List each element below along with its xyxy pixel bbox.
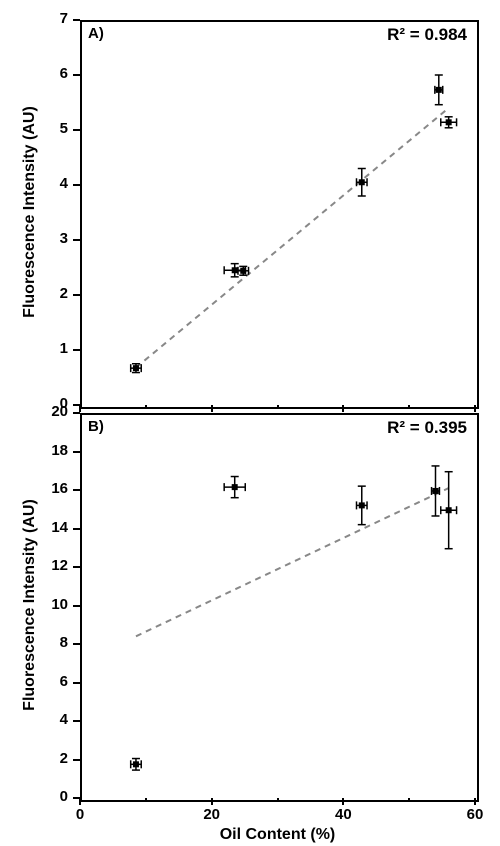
y-tick — [73, 129, 80, 131]
panel-b-plot — [80, 413, 479, 802]
figure: 01234567A)R² = 0.984Fluorescence Intensi… — [0, 0, 500, 846]
y-tick-label: 10 — [38, 596, 68, 613]
x-tick-label: 20 — [197, 806, 227, 823]
y-tick-label: 3 — [38, 230, 68, 247]
y-tick — [73, 528, 80, 530]
x-tick — [342, 405, 344, 412]
y-tick-label: 6 — [38, 673, 68, 690]
x-minor-tick — [408, 798, 410, 802]
x-tick-label: 0 — [65, 806, 95, 823]
x-tick — [211, 798, 213, 805]
y-tick — [73, 759, 80, 761]
y-tick — [73, 605, 80, 607]
y-tick — [73, 239, 80, 241]
y-tick — [73, 412, 80, 414]
panel-a-ylabel: Fluorescence Intensity (AU) — [21, 82, 39, 342]
x-tick-label: 40 — [328, 806, 358, 823]
y-tick — [73, 294, 80, 296]
y-tick-label: 14 — [38, 519, 68, 536]
y-tick-label: 16 — [38, 480, 68, 497]
x-minor-tick — [145, 798, 147, 802]
y-tick-label: 20 — [38, 403, 68, 420]
y-tick — [73, 19, 80, 21]
y-tick-label: 1 — [38, 340, 68, 357]
x-tick — [474, 405, 476, 412]
x-tick — [474, 798, 476, 805]
x-minor-tick — [145, 405, 147, 409]
panel-a-r2: R² = 0.984 — [387, 25, 467, 45]
panel-b-label: B) — [88, 418, 104, 435]
y-tick-label: 7 — [38, 10, 68, 27]
y-tick — [73, 74, 80, 76]
y-tick — [73, 451, 80, 453]
panel-b-ylabel: Fluorescence Intensity (AU) — [21, 475, 39, 735]
y-tick-label: 2 — [38, 750, 68, 767]
x-tick-label: 60 — [460, 806, 490, 823]
x-minor-tick — [408, 405, 410, 409]
x-minor-tick — [277, 405, 279, 409]
y-tick-label: 2 — [38, 285, 68, 302]
y-tick — [73, 682, 80, 684]
x-tick — [211, 405, 213, 412]
y-tick — [73, 643, 80, 645]
y-tick — [73, 489, 80, 491]
y-tick-label: 4 — [38, 175, 68, 192]
x-minor-tick — [277, 798, 279, 802]
y-tick-label: 8 — [38, 634, 68, 651]
x-axis-label: Oil Content (%) — [80, 826, 475, 844]
x-tick — [79, 798, 81, 805]
y-tick-label: 0 — [38, 788, 68, 805]
x-tick — [342, 798, 344, 805]
y-tick-label: 6 — [38, 65, 68, 82]
panel-a-label: A) — [88, 25, 104, 42]
y-tick-label: 12 — [38, 557, 68, 574]
panel-a-plot — [80, 20, 479, 409]
y-tick-label: 4 — [38, 711, 68, 728]
y-tick-label: 18 — [38, 442, 68, 459]
y-tick — [73, 720, 80, 722]
y-tick — [73, 184, 80, 186]
y-tick — [73, 566, 80, 568]
panel-b-r2: R² = 0.395 — [387, 418, 467, 438]
y-tick — [73, 349, 80, 351]
y-tick-label: 5 — [38, 120, 68, 137]
x-tick — [79, 405, 81, 412]
